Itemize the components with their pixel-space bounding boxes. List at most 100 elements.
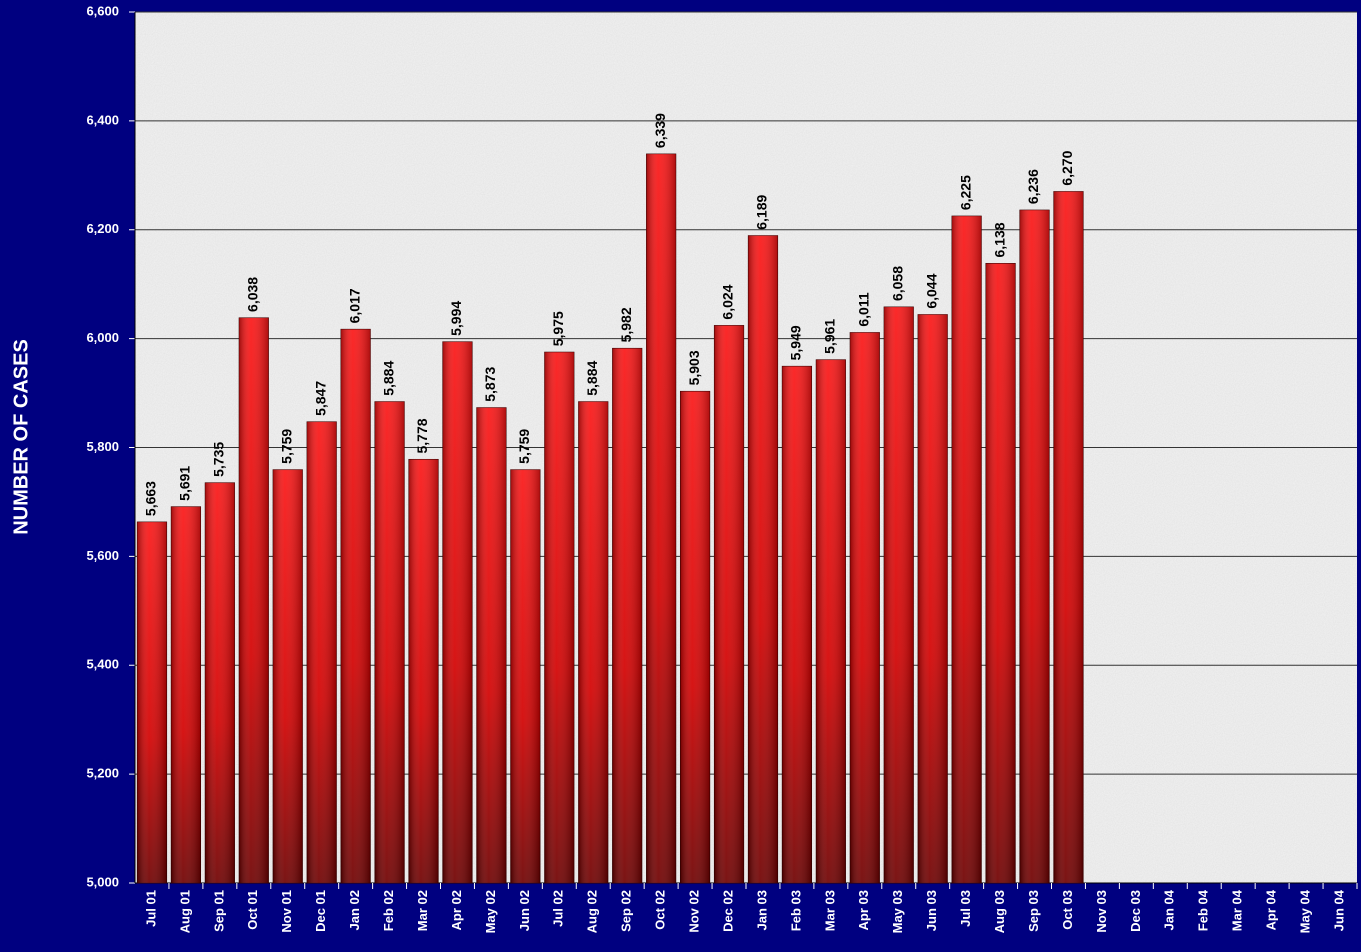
bar-shade (341, 329, 371, 884)
data-label: 6,044 (923, 273, 939, 308)
y-tick-label: 6,400 (86, 112, 119, 127)
x-tick-label: Mar 02 (415, 890, 430, 931)
x-tick-label: Dec 02 (720, 890, 735, 932)
x-tick-label: Jun 04 (1331, 889, 1346, 931)
bar-shade (985, 263, 1016, 884)
bar-shade (408, 459, 439, 883)
bar-shade (884, 307, 914, 883)
data-label: 5,759 (278, 429, 294, 464)
data-label: 5,663 (143, 481, 159, 516)
x-tick-label: Feb 04 (1196, 889, 1211, 931)
bar-shade (680, 391, 710, 883)
data-label: 5,949 (788, 325, 804, 360)
data-label: 5,975 (550, 311, 566, 346)
x-tick-label: Nov 02 (687, 890, 702, 933)
bar-shade (748, 235, 778, 883)
x-tick-label: Jul 01 (143, 890, 158, 927)
data-label: 6,138 (991, 222, 1007, 257)
data-label: 5,847 (312, 381, 328, 416)
y-tick-label: 5,200 (86, 766, 119, 781)
y-axis-title: NUMBER OF CASES (10, 339, 32, 535)
bar-shade (510, 469, 540, 883)
x-tick-label: Mar 03 (822, 890, 837, 931)
x-tick-label: Aug 02 (585, 890, 600, 933)
data-label: 5,994 (448, 301, 464, 336)
x-tick-label: May 04 (1298, 889, 1313, 933)
data-label: 6,024 (720, 284, 736, 319)
bar-shade (205, 482, 235, 883)
data-label: 5,961 (822, 319, 838, 354)
data-label: 5,735 (211, 442, 227, 477)
data-label: 6,339 (652, 113, 668, 148)
x-tick-label: Jul 02 (551, 890, 566, 927)
y-tick-label: 6,000 (86, 330, 119, 345)
bar-shade (782, 366, 812, 883)
y-tick-label: 6,200 (86, 221, 119, 236)
data-label: 5,873 (482, 367, 498, 402)
x-tick-label: Dec 01 (313, 890, 328, 932)
x-tick-label: Jun 03 (924, 890, 939, 931)
data-label: 5,884 (584, 361, 600, 396)
bar-shade (171, 506, 201, 883)
bar-shade (816, 359, 846, 884)
data-label: 5,982 (618, 307, 634, 342)
y-tick-label: 5,400 (86, 657, 119, 672)
bar-shade (442, 341, 473, 883)
bar-shade (476, 407, 507, 883)
x-tick-label: Oct 02 (653, 890, 668, 930)
bar-shade (544, 352, 574, 883)
bar-shade (646, 154, 676, 883)
x-tick-label: May 02 (483, 890, 498, 933)
bar-shade (714, 325, 744, 883)
bar-shade (1053, 191, 1084, 884)
bar-shade (578, 401, 608, 883)
x-tick-label: Nov 01 (279, 890, 294, 933)
bar-shade (273, 469, 303, 883)
y-tick-label: 5,600 (86, 548, 119, 563)
data-label: 6,270 (1059, 150, 1075, 185)
data-label: 6,225 (957, 175, 973, 210)
data-label: 6,236 (1025, 169, 1041, 204)
data-label: 6,058 (889, 266, 905, 301)
bar-shade (374, 401, 405, 883)
x-tick-label: Sep 03 (1026, 890, 1041, 932)
x-tick-label: Sep 01 (211, 890, 226, 932)
x-tick-label: Oct 01 (245, 890, 260, 930)
x-tick-label: Apr 03 (856, 890, 871, 930)
x-tick-label: Mar 04 (1230, 889, 1245, 931)
x-tick-label: Feb 03 (788, 890, 803, 931)
x-tick-label: Jan 03 (754, 890, 769, 930)
x-tick-label: Apr 04 (1264, 889, 1279, 930)
data-label: 6,017 (346, 288, 362, 323)
x-tick-label: Jun 02 (517, 890, 532, 931)
bar-shade (137, 522, 167, 883)
x-tick-label: Nov 03 (1094, 890, 1109, 933)
data-label: 5,691 (177, 466, 193, 501)
x-tick-label: May 03 (890, 890, 905, 933)
data-label: 5,759 (516, 429, 532, 464)
y-tick-label: 5,000 (86, 874, 119, 889)
x-tick-label: Oct 03 (1060, 890, 1075, 930)
x-tick-label: Feb 02 (381, 890, 396, 931)
data-label: 5,778 (414, 418, 430, 453)
y-tick-label: 5,800 (86, 439, 119, 454)
bar-shade (1019, 210, 1050, 884)
data-label: 5,884 (380, 361, 396, 396)
x-tick-label: Dec 03 (1128, 890, 1143, 932)
bar-shade (612, 348, 642, 884)
bar-shade (239, 317, 269, 884)
bar-shade (850, 332, 880, 884)
x-tick-label: Aug 01 (177, 890, 192, 933)
data-label: 6,189 (754, 194, 770, 229)
bar-shade (307, 421, 337, 883)
bar-shade (918, 314, 948, 883)
x-tick-label: Sep 02 (619, 890, 634, 932)
bar-shade (952, 216, 982, 883)
x-tick-label: Apr 02 (449, 890, 464, 930)
data-label: 6,038 (245, 277, 261, 312)
data-label: 5,903 (686, 350, 702, 385)
y-tick-label: 6,600 (86, 3, 119, 18)
x-tick-label: Aug 03 (992, 890, 1007, 933)
